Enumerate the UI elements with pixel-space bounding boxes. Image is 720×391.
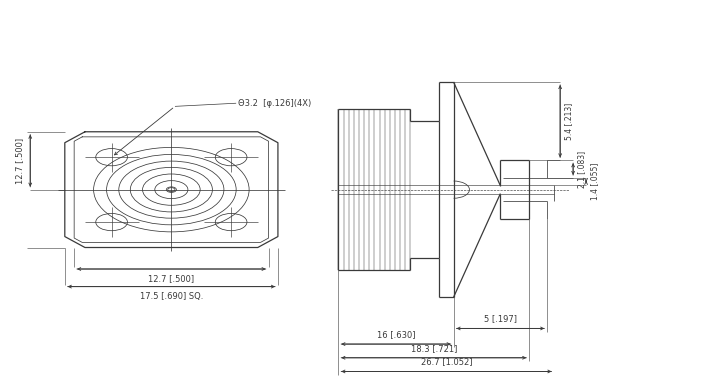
- Text: 18.3 [.721]: 18.3 [.721]: [410, 344, 457, 353]
- Text: 5 [.197]: 5 [.197]: [484, 314, 517, 323]
- Text: 16 [.630]: 16 [.630]: [377, 330, 415, 339]
- Text: 17.5 [.690] SQ.: 17.5 [.690] SQ.: [140, 292, 203, 301]
- Text: Θ3.2  [φ.126](4X): Θ3.2 [φ.126](4X): [238, 99, 312, 108]
- Text: 1.4 [.055]: 1.4 [.055]: [590, 163, 599, 200]
- Text: 2.1 [.083]: 2.1 [.083]: [577, 151, 586, 188]
- Text: 5.4 [.213]: 5.4 [.213]: [564, 102, 573, 140]
- Text: 26.7 [1.052]: 26.7 [1.052]: [420, 357, 472, 366]
- Text: 12.7 [.500]: 12.7 [.500]: [148, 274, 194, 283]
- Text: 12.7 [.500]: 12.7 [.500]: [15, 138, 24, 184]
